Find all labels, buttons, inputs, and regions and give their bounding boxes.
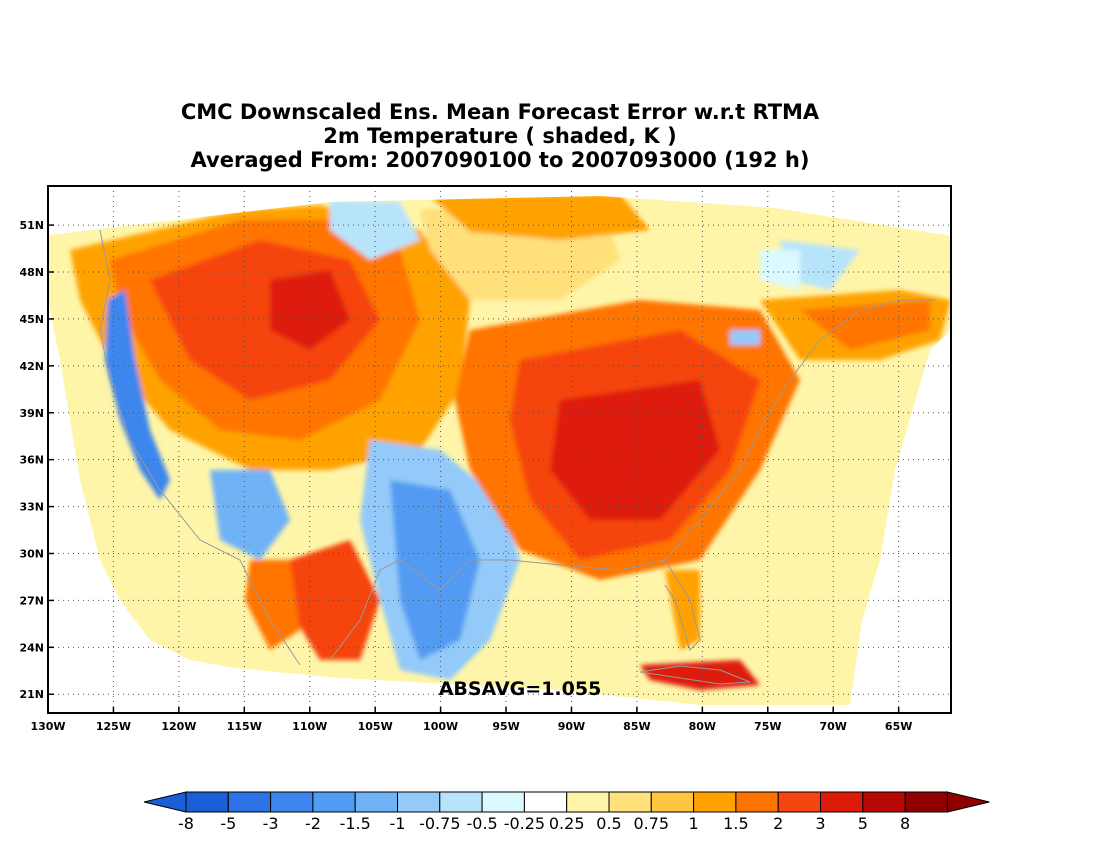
colorbar-swatch [185,791,229,813]
lon-tick-label: 130W [30,720,65,733]
lat-tick-label: 24N [19,641,44,654]
lat-tick-label: 33N [19,501,44,514]
title-block: CMC Downscaled Ens. Mean Forecast Error … [0,100,1000,172]
lon-tick-label: 80W [689,720,716,733]
cuba-outline [639,665,751,685]
lon-tick-label: 70W [819,720,846,733]
colorbar-swatch [354,791,399,813]
colorbar-swatch [608,791,652,813]
colorbar-swatch [735,791,779,813]
colorbar-swatch [270,791,314,813]
lat-tick-label: 27N [19,594,44,607]
colorbar-label: 8 [900,814,910,833]
lon-tick-label: 115W [227,720,262,733]
colorbar-min-arrow [143,791,187,813]
title-line-3: Averaged From: 2007090100 to 2007093000 … [190,148,810,172]
colorbar-label: 1 [689,814,699,833]
colorbar-swatch [820,791,864,813]
colorbar-swatch [693,791,737,813]
colorbar-swatch [904,791,948,813]
colorbar-swatch [481,791,525,813]
colorbar-label: -1 [390,814,406,833]
lon-tick-label: 90W [558,720,585,733]
colorbar-label: -8 [178,814,194,833]
colorbar-swatch [397,791,441,813]
lon-tick-label: 95W [492,720,519,733]
shaded-field [70,196,951,690]
colorbar-swatch [439,791,483,813]
colorbar-label: -1.5 [340,814,371,833]
lat-tick-label: 30N [19,547,44,560]
colorbar-label: -3 [263,814,279,833]
colorbar-swatch [523,791,568,813]
lat-tick-label: 42N [19,360,44,373]
colorbar-label: 0.25 [549,814,585,833]
lat-tick-label: 51N [19,219,44,232]
colorbar-swatch [227,791,272,813]
colorbar-label: -0.25 [504,814,545,833]
longitude-axis: 130W 125W 120W 115W 110W 105W 100W 95W 90W 85W 80W… [30,707,912,733]
colorbar-label: -2 [305,814,321,833]
colorbar-label: 2 [773,814,783,833]
colorbar-swatch [777,791,822,813]
title-line-1: CMC Downscaled Ens. Mean Forecast Error … [180,100,820,124]
colorbar-label: 3 [815,814,825,833]
colorbar-label: -5 [220,814,236,833]
lat-tick-label: 39N [19,407,44,420]
latitude-axis: 51N 48N 45N 42N 39N 36N 33N 30N 27N 24N 21N [19,219,54,701]
coastline [99,229,935,666]
colorbar-label: 0.75 [633,814,669,833]
lon-tick-label: 85W [623,720,650,733]
lon-tick-label: 65W [885,720,912,733]
colorbar-max-arrow [946,791,990,813]
colorbar-swatch [312,791,356,813]
lon-tick-label: 75W [754,720,781,733]
lat-tick-label: 36N [19,454,44,467]
colorbar-swatch [862,791,906,813]
lon-tick-label: 120W [161,720,196,733]
colorbar-label: -0.75 [419,814,460,833]
map-frame [47,185,952,714]
colorbar-label: 1.5 [723,814,748,833]
map-grid [48,186,951,713]
colorbar-label: 0.5 [596,814,621,833]
lon-tick-label: 100W [423,720,458,733]
lon-tick-label: 125W [96,720,131,733]
colorbar: -8 -5 -3 -2 -1.5 -1 -0.75 -0.5 -0.25 0.25 0.5 0.75 1… [143,791,990,833]
lon-tick-label: 110W [292,720,327,733]
lat-tick-label: 45N [19,313,44,326]
absavg-annotation: ABSAVG=1.055 [439,678,602,700]
lat-tick-label: 48N [19,266,44,279]
map-plot-area [48,186,951,713]
title-line-2: 2m Temperature ( shaded, K ) [323,124,677,148]
colorbar-swatch [566,791,610,813]
lat-tick-label: 21N [19,688,44,701]
colorbar-swatch [650,791,695,813]
colorbar-label: -0.5 [466,814,497,833]
colorbar-label: 5 [858,814,868,833]
lon-tick-label: 105W [358,720,393,733]
